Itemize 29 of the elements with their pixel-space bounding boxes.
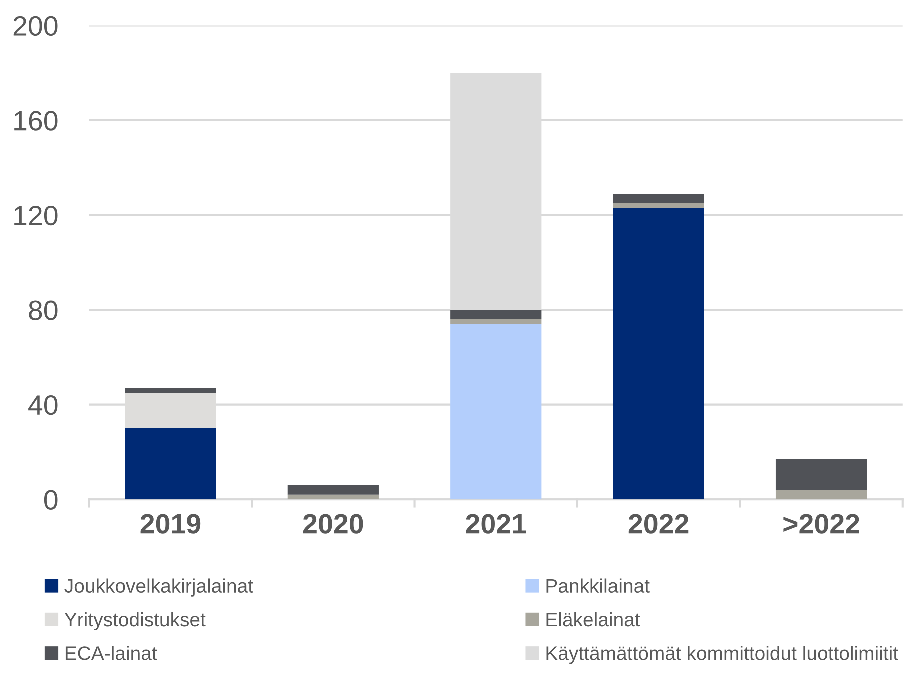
legend-label: Eläkelainat xyxy=(546,612,640,627)
legend-label: Joukkovelkakirjalainat xyxy=(64,578,254,597)
bar xyxy=(288,494,379,500)
y-tick-label: 160 xyxy=(14,111,58,131)
bar xyxy=(776,459,868,490)
bar xyxy=(613,194,704,204)
legend-label: Käyttämättömät kommittoidut luottolimiitit xyxy=(546,646,898,664)
bar xyxy=(613,208,704,500)
bar xyxy=(288,485,379,495)
bar xyxy=(776,490,868,500)
bar xyxy=(125,388,216,393)
legend-label: Yritystodistukset xyxy=(64,612,206,631)
bar xyxy=(450,320,542,324)
y-tick-label: 0 xyxy=(44,490,58,510)
y-tick-label: 200 xyxy=(14,16,58,36)
y-tick-label: 120 xyxy=(14,206,58,226)
bar xyxy=(450,310,542,320)
y-tick-label: 40 xyxy=(28,396,58,416)
x-tick-label: 2021 xyxy=(466,514,526,534)
x-tick-label: 2019 xyxy=(140,514,201,534)
legend-label: Pankkilainat xyxy=(546,578,650,594)
x-tick-label: 2022 xyxy=(628,514,689,534)
y-tick-label: 80 xyxy=(29,300,58,320)
x-tick-label: >2022 xyxy=(784,514,860,534)
legend-label: ECA-lainat xyxy=(66,646,158,660)
bar xyxy=(450,324,542,500)
bar xyxy=(125,428,216,500)
bar xyxy=(613,203,704,208)
x-tick-label: 2020 xyxy=(303,514,364,534)
